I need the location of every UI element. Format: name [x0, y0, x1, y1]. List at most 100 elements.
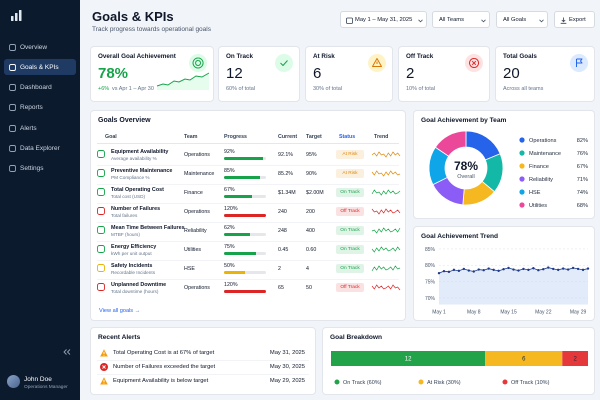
kpi-note: 30% of total	[313, 86, 343, 92]
trend-line	[371, 227, 401, 234]
nav-item[interactable]: Reports	[4, 100, 76, 116]
kpi-icon	[368, 54, 386, 72]
nav-item[interactable]: Data Explorer	[4, 141, 76, 157]
trend-point	[561, 267, 565, 270]
logo-bar	[15, 13, 18, 21]
trend-point	[477, 268, 480, 271]
status-pill: On Track	[336, 188, 364, 197]
target-value: 95%	[306, 152, 317, 158]
trend-point	[552, 267, 555, 271]
trend-point	[522, 267, 525, 271]
progress-label: 92%	[224, 149, 235, 155]
nav-item[interactable]: Dashboard	[4, 80, 76, 96]
goal-name: Total Operating Cost	[111, 187, 164, 193]
kpi-icon	[570, 54, 588, 72]
current-value: 92.1%	[278, 152, 294, 158]
kpi-card: Total Goals 20 Across all teams	[495, 46, 595, 102]
goal-filter[interactable]: All Goals	[496, 11, 548, 28]
trend-point	[566, 268, 570, 271]
trend-point	[467, 269, 470, 272]
trend-chart: 70% 75% 80% 85% May 1 May 8 May 15 May 22 May 29	[425, 247, 590, 316]
progress-bar	[224, 290, 266, 293]
kpi-label: On Track	[226, 53, 253, 60]
row-rule	[97, 203, 399, 204]
row-rule	[97, 222, 399, 223]
alert-icon	[100, 363, 108, 371]
goal-icon	[97, 283, 105, 291]
chart-title: Goal Breakdown	[330, 334, 383, 341]
nav-icon-shape	[9, 84, 16, 92]
trend-sparkline	[371, 265, 401, 272]
date-picker[interactable]: May 1 – May 31, 2025	[340, 11, 427, 28]
goal-metric: Average availability %	[111, 156, 157, 161]
goal-team: HSE	[184, 266, 195, 272]
page-title: Goals & KPIs	[92, 9, 174, 24]
progress-label: 67%	[224, 187, 235, 193]
panel-title: Goals Overview	[98, 117, 151, 124]
kpi-icon	[465, 54, 483, 72]
export-button[interactable]: Export	[554, 11, 595, 28]
status-label: On Track	[340, 266, 360, 271]
legend-label: At Risk (30%)	[427, 380, 461, 386]
alert-date: May 31, 2025	[269, 350, 305, 356]
chart-title: Goal Achievement by Team	[421, 117, 507, 124]
button-icon	[560, 17, 567, 24]
export-button-label: Export	[569, 17, 586, 23]
sparkline-area	[157, 73, 209, 90]
nav-icon	[9, 63, 16, 71]
kpi-value: 12	[226, 65, 243, 82]
icon-shape	[372, 58, 382, 67]
collapse-icon	[63, 349, 71, 355]
nav-icon-shape	[9, 104, 16, 112]
progress-track	[224, 214, 266, 217]
legend-swatch	[519, 176, 525, 182]
trend-line	[371, 246, 401, 253]
progress-bar	[224, 195, 253, 198]
legend-swatch	[519, 137, 525, 143]
avatar	[7, 375, 20, 388]
collapse-chevrons	[63, 349, 71, 355]
trend-point	[487, 267, 490, 270]
donut-center-value: 78%	[454, 159, 478, 173]
nav-item[interactable]: Overview	[4, 39, 76, 55]
chart-title: Goal Achievement Trend	[421, 233, 499, 240]
legend-value: 67%	[577, 164, 588, 170]
kpi-label: Total Goals	[503, 53, 537, 60]
nav-item[interactable]: Goals & KPIs	[4, 59, 76, 76]
kpi-value: 2	[406, 65, 415, 82]
goal-name: Energy Efficiency	[111, 244, 157, 250]
user-role: Operations Manager	[24, 385, 68, 390]
progress-label: 62%	[224, 225, 235, 231]
trend-point	[547, 266, 550, 269]
trend-point	[576, 267, 580, 271]
team-filter[interactable]: All Teams	[432, 11, 490, 28]
progress-track	[224, 176, 266, 179]
trend-sparkline	[371, 246, 401, 253]
nav-label: Overview	[20, 43, 48, 51]
alert-icon-x	[102, 365, 106, 369]
segment-label: 12	[405, 357, 412, 363]
breakdown-chart: 12 On Track (60%) 6 At Risk (30%) 2 Off Track…	[331, 351, 588, 386]
view-all-link[interactable]: View all goals →	[99, 308, 141, 314]
goal-team: Operations	[184, 285, 210, 291]
nav-item[interactable]: Alerts	[4, 120, 76, 136]
nav-icon-shape	[9, 43, 16, 51]
target-value: 200	[306, 209, 315, 215]
nav-icon-shape	[9, 165, 16, 173]
kpi-value: 6	[313, 65, 322, 82]
target-value: 4	[306, 266, 309, 272]
legend-swatch	[519, 150, 525, 156]
goal-icon	[97, 150, 105, 158]
user-name: John Doe	[24, 376, 52, 383]
legend-value: 74%	[577, 190, 588, 196]
trend-point	[462, 267, 466, 271]
logo	[11, 10, 22, 21]
nav-item[interactable]: Settings	[4, 161, 76, 177]
target-value: 90%	[306, 171, 317, 177]
progress-bar	[224, 214, 266, 217]
nav-icon-shape	[9, 145, 16, 152]
goal-icon	[97, 169, 105, 177]
dropdown-chevron	[481, 19, 486, 22]
progress-bar	[224, 252, 256, 255]
